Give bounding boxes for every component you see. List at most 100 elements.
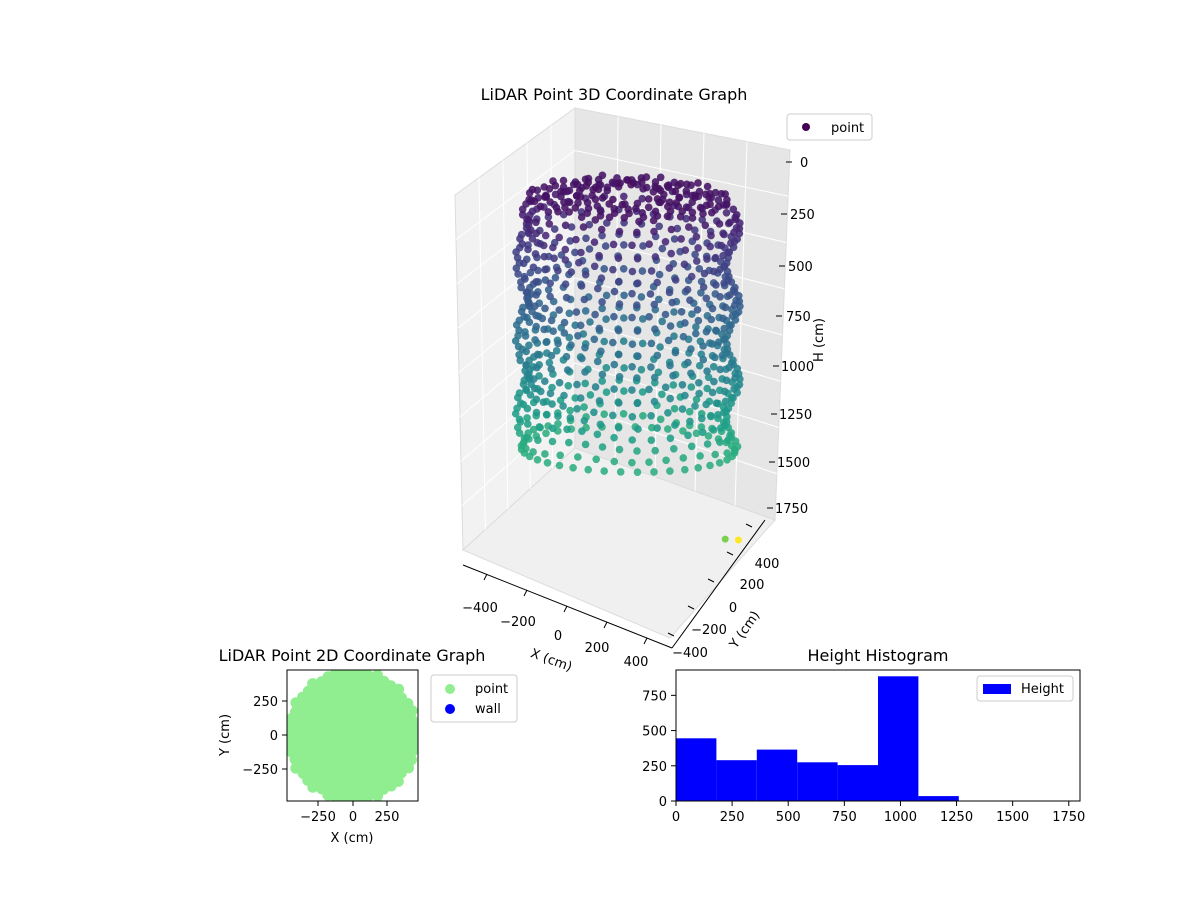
chart3d-point xyxy=(699,283,708,291)
chart3d-point xyxy=(684,431,692,440)
chart3d-point xyxy=(679,454,688,462)
chart3d-point xyxy=(545,358,554,367)
chart3d-point xyxy=(579,223,588,231)
chart3d-point xyxy=(674,181,682,190)
chart3d-z-axis-label: H (cm) xyxy=(812,318,827,362)
chart3d-point xyxy=(720,408,728,417)
chart3d-point xyxy=(586,318,594,326)
chart3d-point xyxy=(723,449,731,457)
chart3d-point xyxy=(554,207,562,216)
histogram-x-tick-label: 500 xyxy=(776,810,801,825)
chart3d-point xyxy=(600,467,608,475)
chart3d-point xyxy=(628,289,636,298)
chart3d-point xyxy=(647,363,655,371)
chart3d-point xyxy=(601,242,610,250)
chart2d-point xyxy=(289,753,301,765)
chart3d-point xyxy=(577,208,586,216)
chart3d-point xyxy=(598,304,606,313)
chart3d-point xyxy=(598,194,607,202)
chart3d-point xyxy=(610,457,619,466)
chart3d-point xyxy=(541,450,549,458)
chart3d-point xyxy=(707,194,715,202)
chart3d-x-axis-line xyxy=(462,564,673,649)
chart3d-point xyxy=(706,461,714,470)
chart3d-point xyxy=(694,316,703,325)
chart3d-point xyxy=(696,452,704,460)
chart3d-point xyxy=(603,186,612,195)
chart3d-point xyxy=(542,193,550,201)
chart3d-point xyxy=(581,270,590,279)
histogram-x-tick-label: 1000 xyxy=(884,810,917,825)
chart3d-point xyxy=(565,309,574,318)
chart3d-point xyxy=(703,182,712,191)
histogram-frame xyxy=(675,669,1081,802)
chart3d-point xyxy=(662,456,670,465)
chart3d-point xyxy=(517,283,525,292)
histogram-bars xyxy=(676,676,959,801)
chart3d-point xyxy=(729,394,737,402)
chart3d-point xyxy=(703,440,712,448)
chart3d-point xyxy=(591,216,600,224)
chart3d-point xyxy=(663,212,672,221)
chart3d-point xyxy=(615,300,624,308)
chart3d-point xyxy=(514,342,523,351)
chart2d-point xyxy=(316,676,327,688)
chart3d-point xyxy=(714,196,723,204)
chart3d-point xyxy=(720,230,728,239)
chart3d-point xyxy=(658,317,666,326)
histogram-x-tick-label: 250 xyxy=(720,810,745,825)
chart3d-point xyxy=(581,368,589,376)
chart3d-point xyxy=(650,373,659,382)
chart3d-point xyxy=(646,290,655,298)
chart3d-point xyxy=(649,188,658,196)
chart3d-point xyxy=(522,361,530,369)
chart3d-points xyxy=(511,171,744,544)
chart3d-point xyxy=(544,286,553,294)
chart3d-point xyxy=(554,339,562,348)
chart3d-point xyxy=(565,438,573,447)
chart3d-point xyxy=(633,254,642,263)
chart3d-y-tick-label: −400 xyxy=(672,646,708,661)
chart3d-point xyxy=(600,410,608,419)
chart3d-point xyxy=(548,400,556,408)
chart3d-point xyxy=(730,228,738,237)
chart2d-point-fill xyxy=(287,670,418,801)
lidar-2d-chart: LiDAR Point 2D Coordinate Graph −250 0 2… xyxy=(218,646,518,846)
chart3d-point xyxy=(732,215,740,224)
chart3d-point xyxy=(518,240,527,248)
chart3d-point xyxy=(651,253,660,261)
chart3d-point xyxy=(539,398,548,407)
chart3d-point xyxy=(724,436,732,445)
chart3d-point xyxy=(728,312,737,320)
chart3d-point xyxy=(647,412,655,420)
chart3d-point xyxy=(664,409,672,417)
chart3d-point xyxy=(597,274,606,283)
histogram-y-tick-label: 0 xyxy=(659,795,667,810)
chart3d-point xyxy=(731,446,739,455)
chart2d-point xyxy=(410,730,418,741)
chart3d-point xyxy=(524,420,532,428)
chart3d-point xyxy=(707,231,715,240)
chart3d-point xyxy=(649,216,658,225)
chart3d-point xyxy=(521,332,530,340)
chart3d-point xyxy=(682,187,691,195)
chart3d-point xyxy=(679,332,688,341)
chart3d-legend-marker xyxy=(802,123,810,131)
chart3d-point xyxy=(733,235,741,243)
chart3d-point xyxy=(511,409,520,418)
chart3d-point xyxy=(540,325,548,334)
chart3d-point xyxy=(523,371,532,380)
chart3d-point xyxy=(695,389,703,398)
chart3d-point xyxy=(582,182,591,190)
chart3d-point xyxy=(691,226,699,234)
chart3d-point xyxy=(512,264,521,273)
chart3d-point xyxy=(536,202,545,211)
chart3d-point xyxy=(726,291,734,299)
chart3d-point xyxy=(722,376,731,385)
chart3d-point xyxy=(661,238,670,246)
chart3d-point xyxy=(547,316,556,325)
chart3d-point xyxy=(581,379,589,388)
chart3d-point xyxy=(677,235,685,243)
histogram-x-tick-label: 1750 xyxy=(1052,810,1085,825)
chart3d-point xyxy=(576,394,585,402)
